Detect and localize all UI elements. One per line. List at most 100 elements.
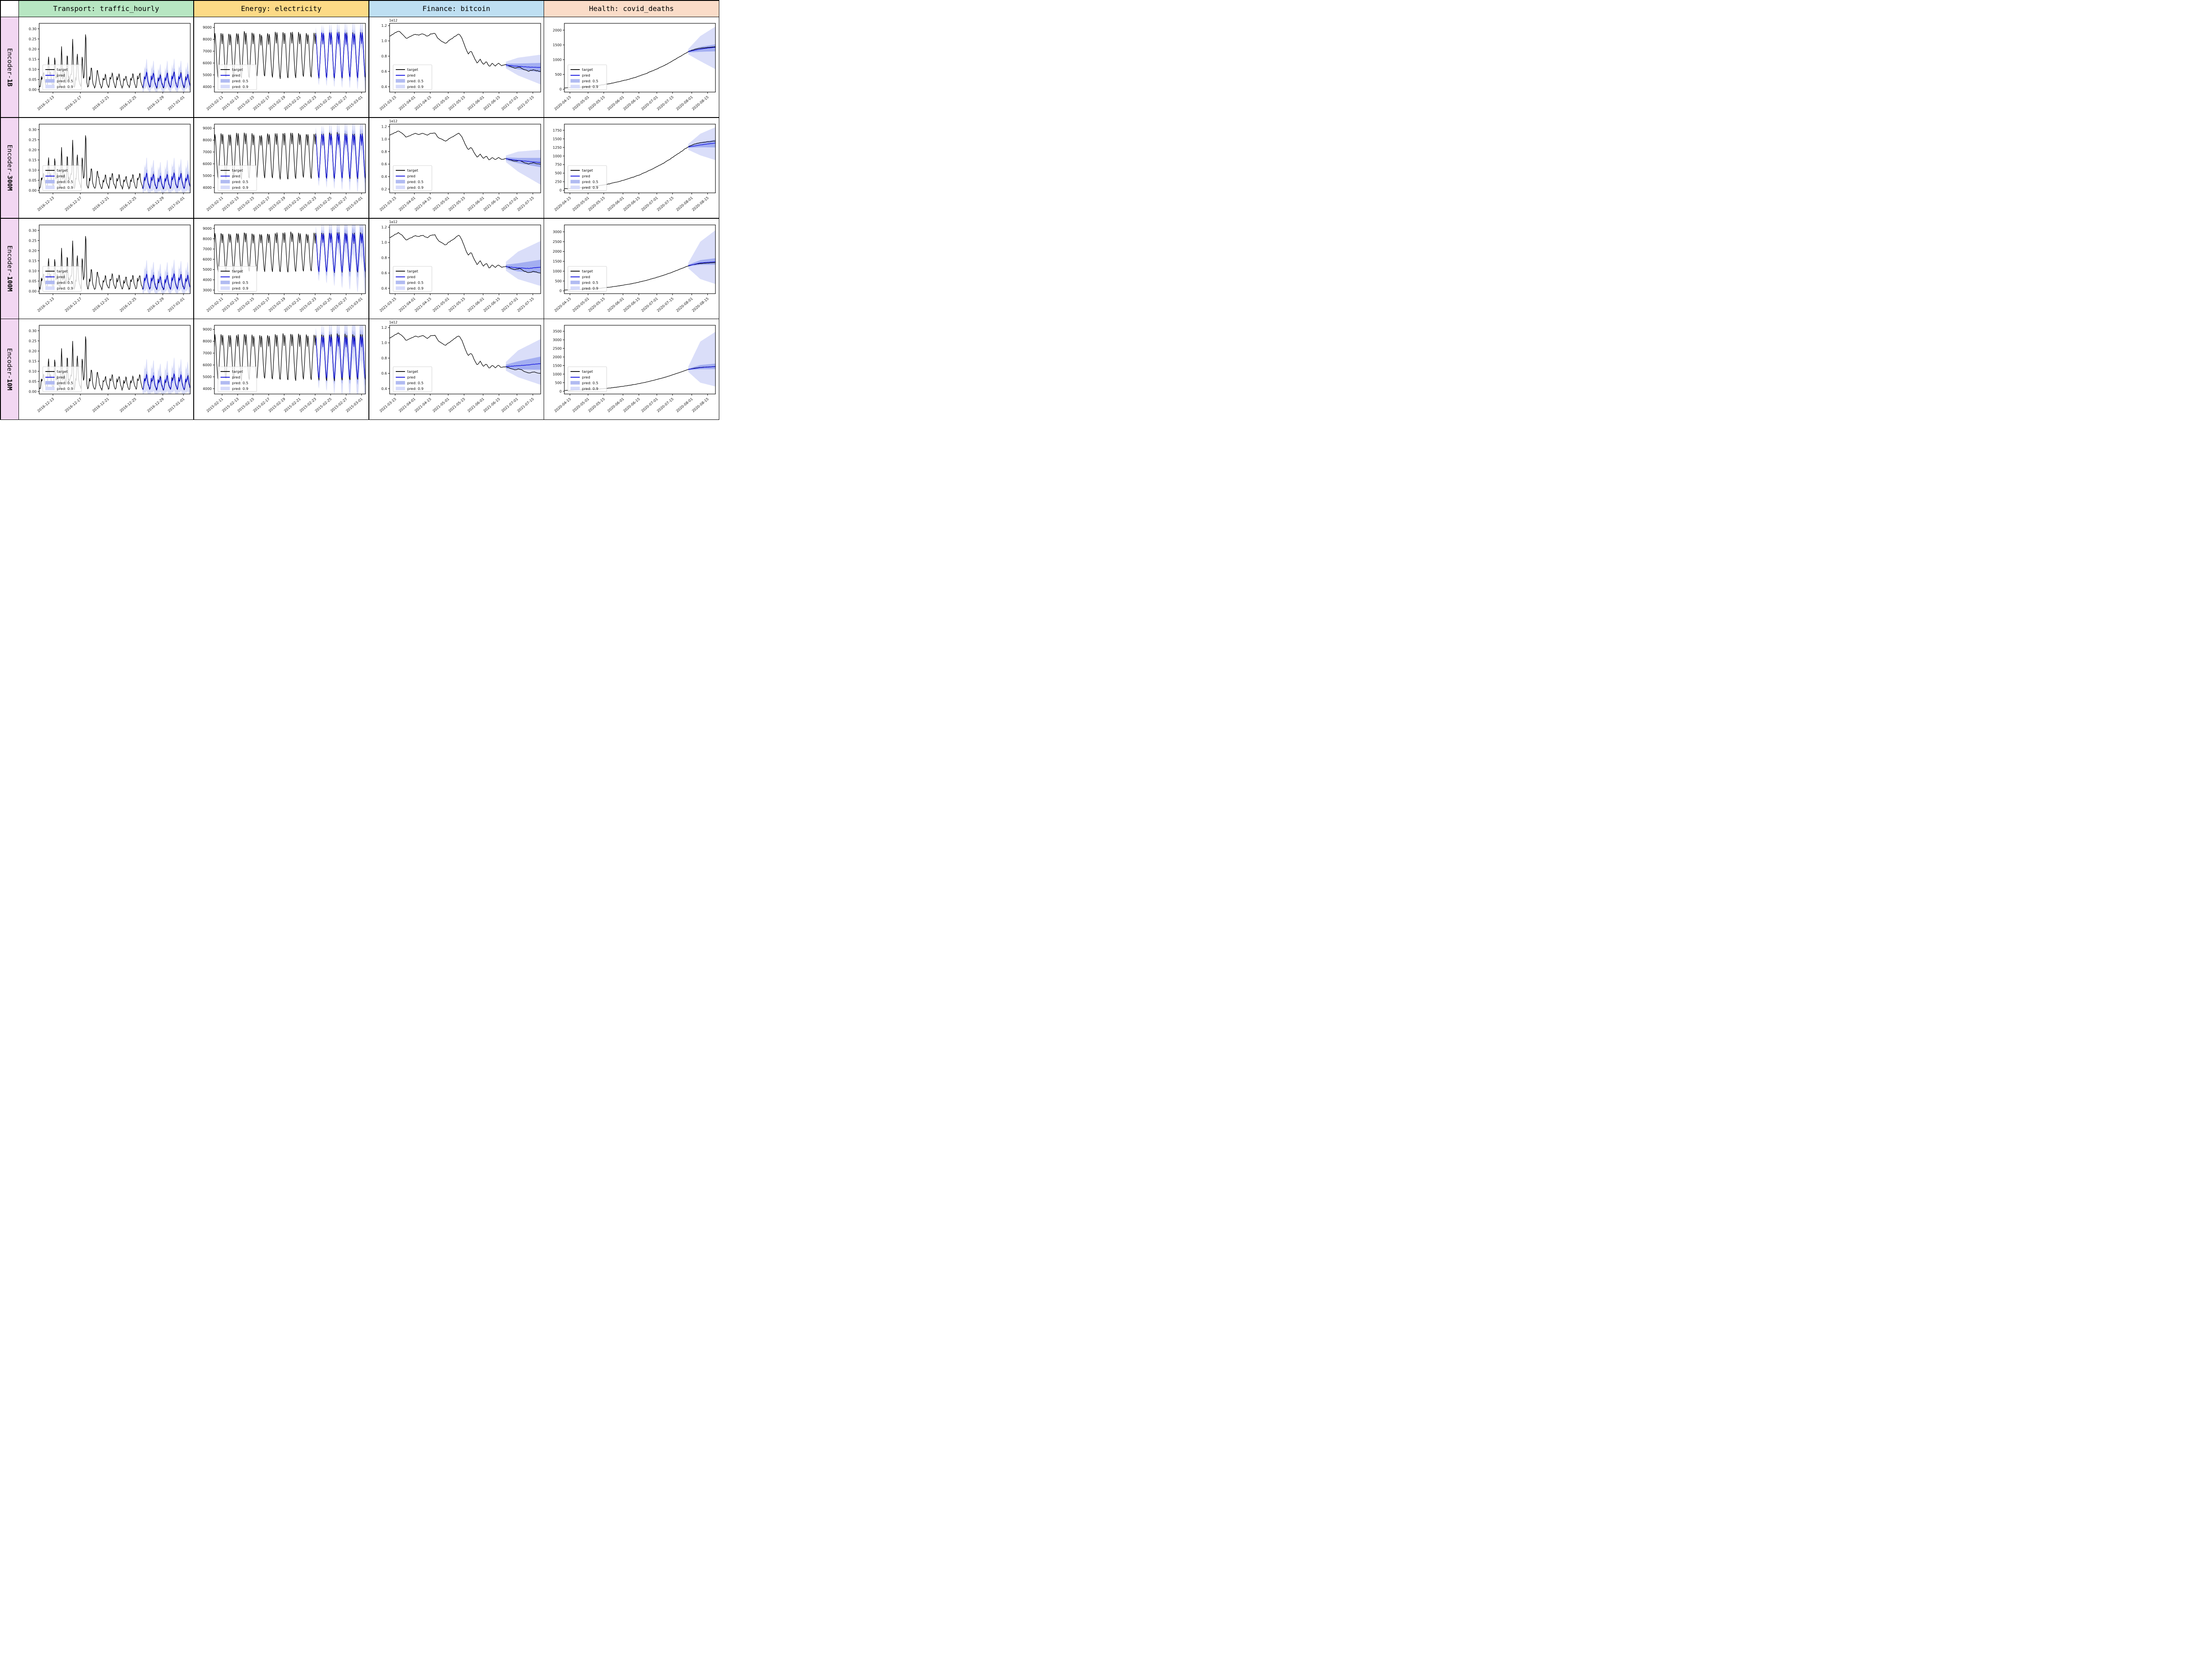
y-axis: 0.00 0.05 0.10 0.15 0.20 0.25 0.30	[29, 329, 40, 394]
y-tick-label: 2500	[553, 239, 562, 243]
legend-label: pred: 0.9	[582, 286, 598, 290]
legend-label: target	[57, 369, 68, 374]
y-tick-label: 3000	[202, 288, 211, 292]
chart-cell-covid-300m: 2020-04-15 2020-05-01 2020-05-15 2020-06-01…	[544, 118, 719, 218]
legend-label: pred: 0.9	[57, 286, 73, 290]
legend-swatch-3	[395, 386, 405, 390]
pred-line	[315, 232, 365, 272]
legend-swatch-2	[220, 180, 230, 184]
y-tick-label: 0.10	[29, 67, 37, 71]
chart-panel-traffic_hourly-300m: 2016-12-13 2016-12-17 2016-12-21 2016-12-25…	[19, 118, 194, 218]
y-tick-label: 7000	[202, 351, 211, 355]
chart-cell-electricity-100m: 2015-02-11 2015-02-13 2015-02-15 2015-02-17…	[194, 218, 368, 319]
plot-area	[389, 31, 541, 85]
legend-label: pred: 0.9	[57, 185, 73, 190]
axes-frame	[39, 224, 191, 294]
y-tick-label: 500	[555, 171, 562, 175]
y-tick-label: 1500	[553, 43, 562, 47]
y-tick-label: 1000	[553, 154, 562, 158]
y-axis: 0.4 0.6 0.8 1.0 1.2	[381, 326, 390, 391]
legend-label: pred	[582, 73, 590, 77]
legend-label: target	[582, 168, 593, 173]
pred-line	[505, 363, 541, 367]
plot-area	[214, 124, 365, 193]
y-tick-label: 0.25	[29, 339, 37, 343]
axis-offset-label: 1e12	[389, 119, 398, 123]
axes-frame	[389, 224, 541, 294]
plot-area	[389, 232, 541, 286]
legend-label: pred	[582, 274, 590, 279]
target-line	[389, 130, 541, 165]
y-tick-label: 1.0	[381, 341, 387, 345]
legend-swatch-3	[395, 286, 405, 290]
chart-cell-traffic-1b: 2016-12-13 2016-12-17 2016-12-21 2016-12-25…	[19, 17, 194, 118]
legend-label: pred: 0.5	[232, 280, 248, 284]
legend-swatch-2	[220, 79, 230, 83]
y-tick-label: 0.15	[29, 360, 37, 364]
row-label-encoder-1b: Encoder-1B	[0, 17, 18, 118]
legend-swatch-2	[570, 180, 580, 184]
legend-label: pred	[232, 73, 240, 77]
legend-swatch-2	[570, 381, 580, 385]
y-tick-label: 0.00	[29, 289, 37, 293]
y-tick-label: 0.8	[381, 150, 387, 154]
y-tick-label: 0	[559, 289, 562, 293]
band-q05	[142, 169, 191, 190]
legend-label: pred: 0.5	[582, 280, 598, 284]
axes-frame	[564, 23, 716, 92]
y-tick-label: 6000	[202, 162, 211, 166]
legend-swatch-2	[45, 280, 55, 284]
legend-label: pred: 0.5	[582, 79, 598, 83]
band-q05	[688, 44, 716, 53]
legend-swatch-2	[395, 79, 405, 83]
y-tick-label: 1250	[553, 146, 562, 150]
legend-swatch-2	[395, 280, 405, 284]
chart-panel-traffic_hourly-1b: 2016-12-13 2016-12-17 2016-12-21 2016-12-25…	[19, 17, 194, 118]
chart-cell-bitcoin-300m: 2021-03-15 2021-04-01 2021-04-15 2021-05-01…	[369, 118, 544, 218]
plot-area	[214, 224, 365, 294]
legend-label: pred: 0.9	[232, 185, 248, 190]
axes-frame	[39, 325, 191, 394]
chart-panel-electricity-100m: 2015-02-112015-02-132015-02-152015-02-17…	[194, 218, 368, 319]
y-tick-label: 0.6	[381, 162, 387, 166]
legend-label: pred: 0.9	[232, 286, 248, 290]
row-label-encoder-100m: Encoder-100M	[0, 218, 18, 319]
legend-label: pred	[582, 174, 590, 178]
chart-cell-bitcoin-10m: 2021-03-15 2021-04-01 2021-04-15 2021-05-01…	[369, 319, 544, 419]
y-tick-label: 250	[555, 180, 562, 184]
band-q09	[688, 230, 716, 284]
y-tick-label: 8000	[202, 138, 211, 142]
legend-swatch-2	[395, 381, 405, 385]
chart-panel-electricity-10m: 2015-02-112015-02-132015-02-152015-02-17…	[194, 319, 368, 419]
y-tick-label: 0.20	[29, 47, 37, 51]
legend-label: target	[232, 168, 243, 173]
legend-label: pred: 0.5	[232, 381, 248, 385]
band-q05	[505, 357, 541, 370]
y-tick-label: 1500	[553, 364, 562, 368]
legend-label: target	[232, 268, 243, 273]
y-tick-label: 1.2	[381, 125, 387, 129]
legend-label: pred	[57, 375, 65, 379]
y-tick-label: 0.00	[29, 88, 37, 92]
legend-swatch-2	[220, 280, 230, 284]
axes-frame	[389, 325, 541, 394]
target-line	[389, 332, 541, 374]
legend-label: target	[407, 67, 419, 72]
y-tick-label: 0	[559, 390, 562, 393]
legend-label: pred	[407, 174, 416, 178]
chart-panel-electricity-300m: 2015-02-112015-02-132015-02-152015-02-17…	[194, 118, 368, 218]
y-tick-label: 7000	[202, 150, 211, 154]
axes-frame	[39, 23, 191, 92]
pred-line	[315, 335, 365, 379]
legend-label: target	[232, 67, 243, 72]
legend-swatch-2	[45, 381, 55, 385]
